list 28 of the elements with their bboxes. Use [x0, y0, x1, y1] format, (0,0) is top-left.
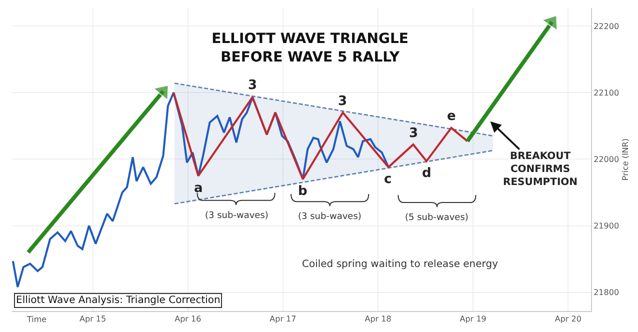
x-axis-title: Time [26, 315, 47, 324]
annotation: (3 sub-waves) [298, 212, 362, 222]
x-tick-label: Apr 20 [554, 314, 582, 324]
annotation: 3 [338, 94, 348, 109]
annotation: Elliott Wave Analysis: Triangle Correction [16, 295, 220, 306]
text: ELLIOTT WAVE TRIANGLE BEFORE WAVE 5 RALLY [212, 31, 408, 66]
x-tick-label: Apr 18 [364, 314, 392, 324]
annotation: a [194, 181, 203, 196]
annotation: d [422, 166, 432, 181]
x-tick-label: Apr 19 [460, 314, 486, 324]
y-tick-label: 22200 [594, 22, 620, 31]
annotation: 3 [248, 78, 258, 93]
y-tick-label: 21800 [594, 288, 620, 298]
annotation: (3 sub-waves) [205, 211, 268, 221]
y-tick-label: 22100 [594, 88, 620, 98]
y-tick-label: 22000 [594, 154, 620, 164]
annotation: Coiled spring waiting to release energy [302, 259, 498, 270]
annotation: BREAKOUT CONFIRMS RESUMPTION [503, 151, 578, 188]
y-axis-title: Price (INR) [621, 138, 630, 181]
annotation: (5 sub-waves) [405, 213, 468, 223]
y-tick-label: 21900 [594, 222, 620, 231]
annotation: 3 [409, 126, 418, 141]
x-tick-label: Apr 16 [174, 314, 202, 324]
x-tick-label: Apr 17 [270, 314, 296, 324]
x-tick-label: Apr 15 [80, 314, 106, 324]
annotation: e [447, 109, 456, 124]
annotation: b [298, 184, 308, 199]
annotation: c [384, 172, 392, 187]
